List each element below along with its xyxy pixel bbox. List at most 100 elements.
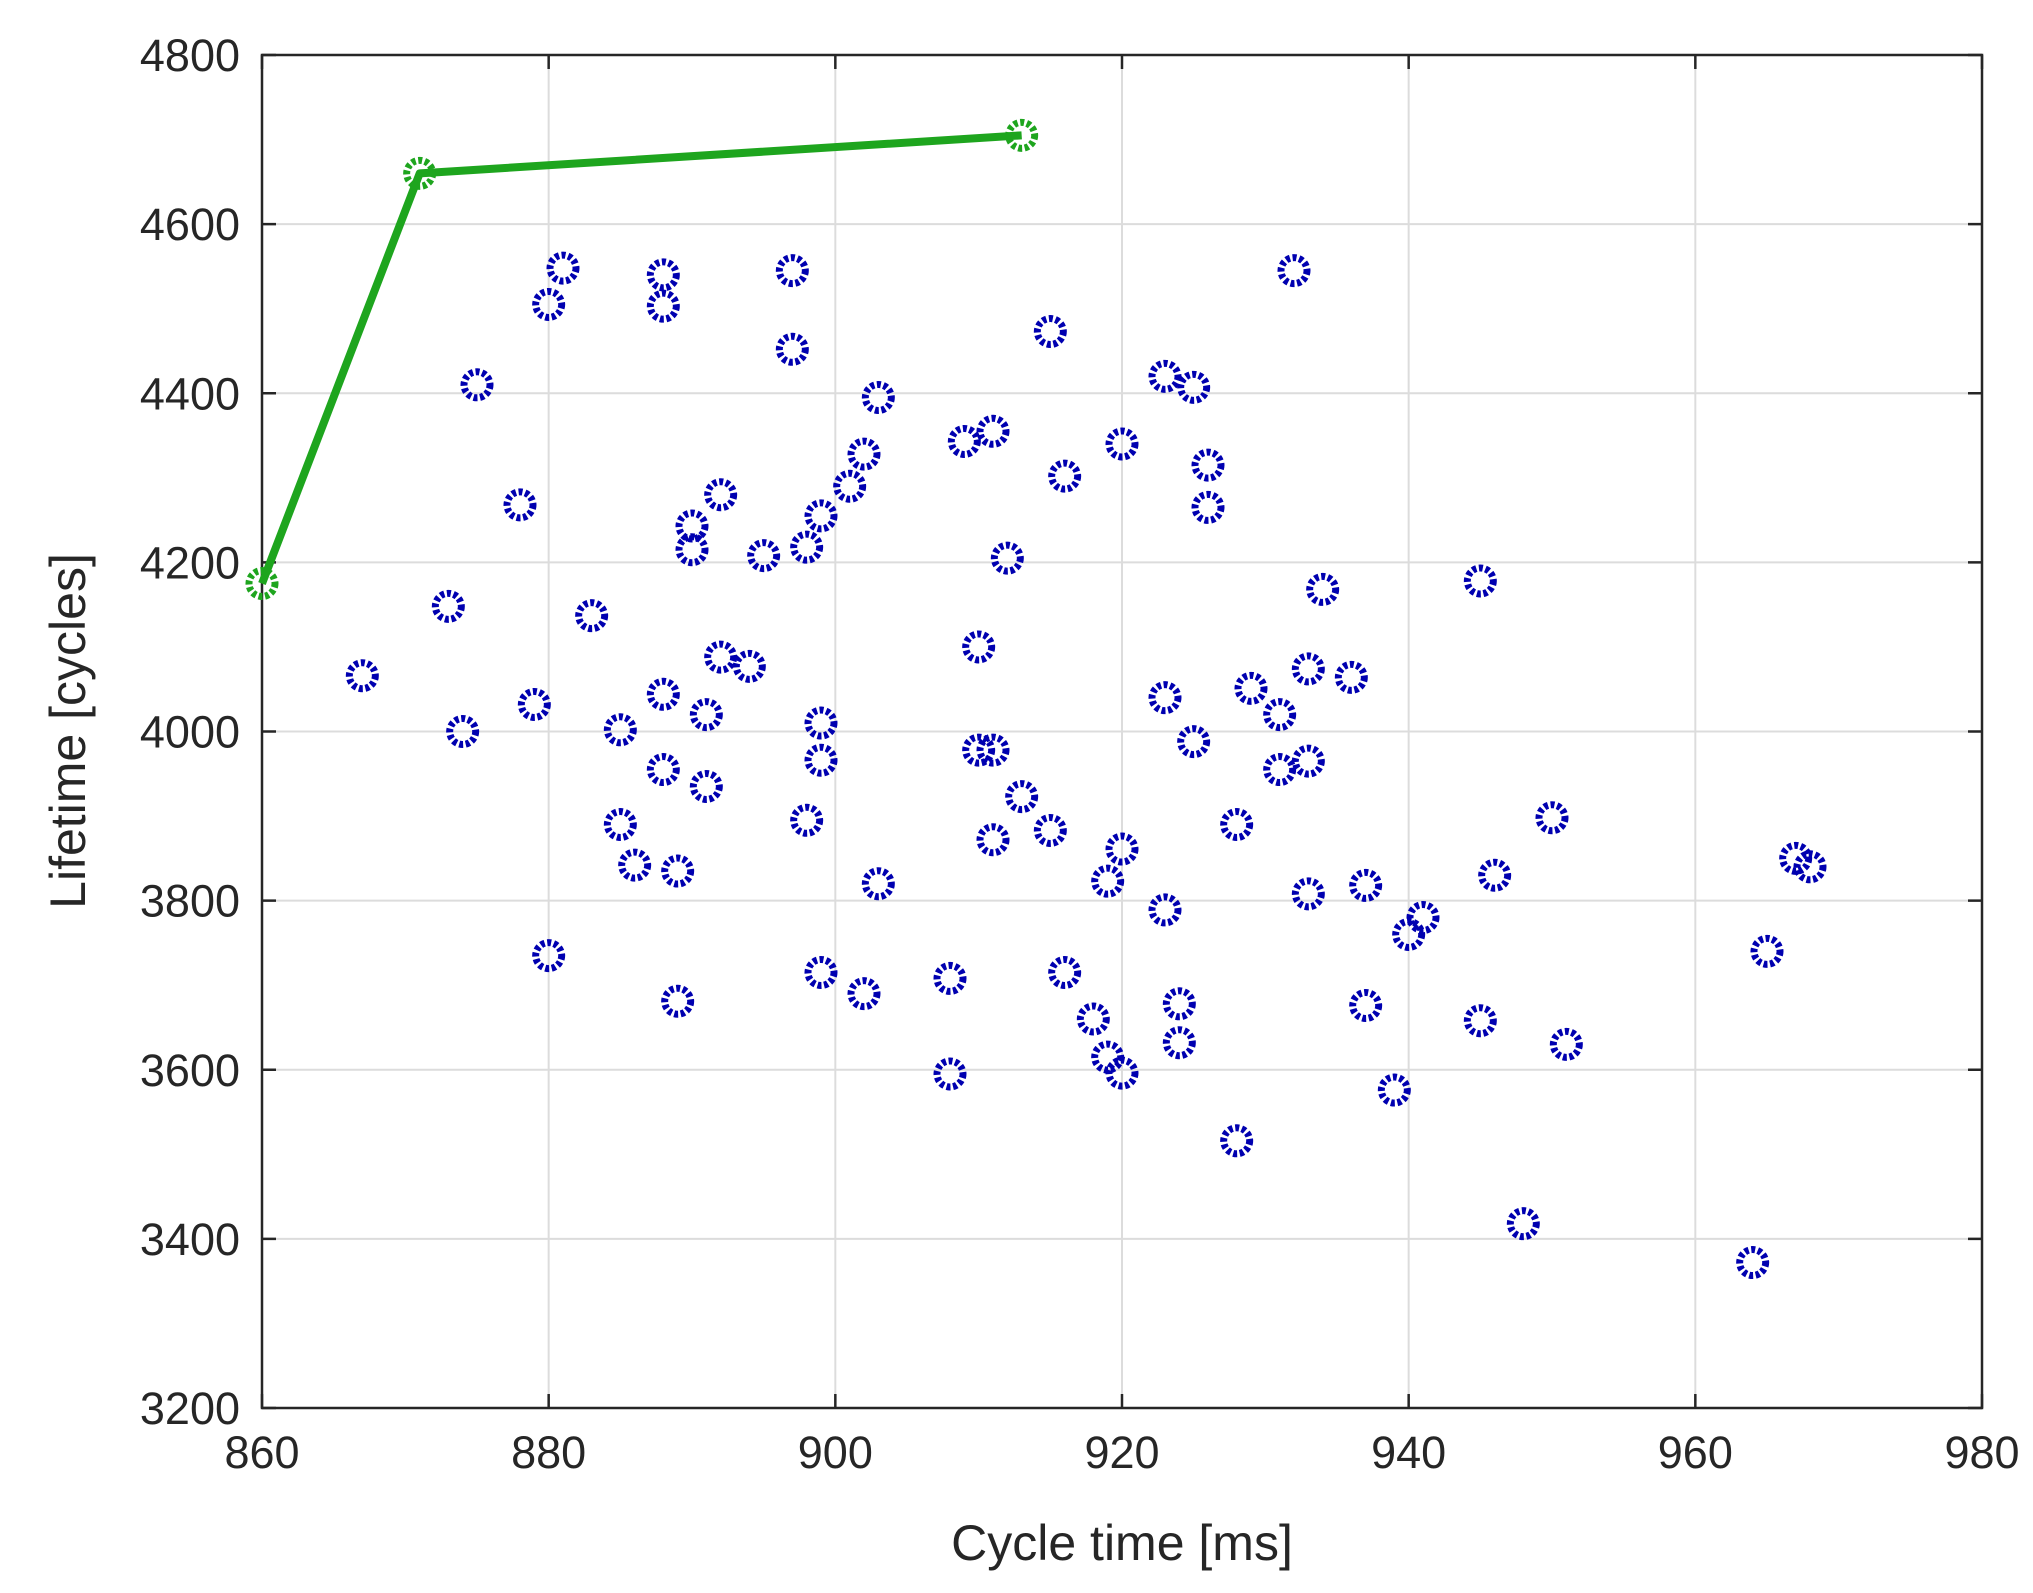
- data-point: [460, 368, 494, 402]
- design-points-series: [345, 251, 1827, 1280]
- data-point: [689, 769, 723, 803]
- data-point: [962, 630, 996, 664]
- data-point: [503, 488, 537, 522]
- data-point: [1177, 370, 1211, 404]
- pareto-front-series: [245, 118, 1039, 601]
- data-point: [345, 659, 379, 693]
- data-point: [1148, 893, 1182, 927]
- pareto-point: [1005, 118, 1039, 152]
- data-point: [804, 499, 838, 533]
- data-point: [661, 984, 695, 1018]
- data-point: [618, 848, 652, 882]
- data-point: [1105, 1056, 1139, 1090]
- data-point: [1033, 315, 1067, 349]
- x-tick-label: 900: [798, 1427, 873, 1478]
- data-point: [1263, 698, 1297, 732]
- data-point: [675, 533, 709, 567]
- data-point: [603, 808, 637, 842]
- data-point: [1234, 671, 1268, 705]
- data-point: [1191, 490, 1225, 524]
- data-point: [775, 254, 809, 288]
- data-point: [861, 867, 895, 901]
- data-point: [1478, 858, 1512, 892]
- data-point: [804, 956, 838, 990]
- data-point: [1291, 744, 1325, 778]
- data-point: [1549, 1027, 1583, 1061]
- data-point: [1291, 877, 1325, 911]
- data-point: [1191, 448, 1225, 482]
- data-point: [790, 530, 824, 564]
- data-point: [1463, 564, 1497, 598]
- data-point: [1334, 660, 1368, 694]
- y-axis-title: Lifetime [cycles]: [40, 553, 96, 909]
- data-point: [1177, 725, 1211, 759]
- data-point: [1392, 917, 1426, 951]
- y-tick-label: 4800: [140, 30, 240, 81]
- data-point: [546, 251, 580, 285]
- data-point: [689, 698, 723, 732]
- data-point: [1148, 359, 1182, 393]
- data-point: [1349, 988, 1383, 1022]
- y-tick-label: 3600: [140, 1045, 240, 1096]
- data-point: [804, 743, 838, 777]
- data-point: [775, 332, 809, 366]
- data-point: [1750, 934, 1784, 968]
- data-point: [1277, 254, 1311, 288]
- data-point: [1291, 652, 1325, 686]
- grid: [262, 55, 1982, 1408]
- data-point: [646, 258, 680, 292]
- y-tick-label: 3200: [140, 1383, 240, 1434]
- ticks: 860 880 900 920 940 960 980 3200 3400 3600 3800 400…: [140, 30, 2020, 1478]
- data-point: [704, 640, 738, 674]
- data-point: [704, 478, 738, 512]
- data-point: [1105, 832, 1139, 866]
- data-point: [804, 706, 838, 740]
- data-point: [532, 939, 566, 973]
- y-tick-label: 3800: [140, 876, 240, 927]
- data-point: [1506, 1207, 1540, 1241]
- data-point: [1349, 868, 1383, 902]
- data-point: [747, 539, 781, 573]
- data-point: [847, 977, 881, 1011]
- data-point: [431, 589, 465, 623]
- data-point: [1793, 850, 1827, 884]
- data-point: [1162, 987, 1196, 1021]
- data-point: [646, 677, 680, 711]
- x-tick-label: 980: [1944, 1427, 2019, 1478]
- data-point: [732, 649, 766, 683]
- x-tick-label: 960: [1658, 1427, 1733, 1478]
- data-point: [1148, 681, 1182, 715]
- pareto-front-line: [258, 131, 1022, 585]
- data-point: [1162, 1026, 1196, 1060]
- data-point: [446, 715, 480, 748]
- data-point: [1463, 1004, 1497, 1038]
- x-axis-title: Cycle time [ms]: [951, 1515, 1293, 1571]
- data-point: [1736, 1246, 1770, 1280]
- y-tick-label: 4400: [140, 368, 240, 419]
- data-point: [646, 289, 680, 323]
- x-tick-label: 940: [1371, 1427, 1446, 1478]
- data-point: [575, 599, 609, 633]
- data-point: [861, 380, 895, 414]
- data-point: [847, 437, 881, 471]
- data-point: [990, 541, 1024, 575]
- x-tick-label: 880: [511, 1427, 586, 1478]
- y-tick-label: 3400: [140, 1214, 240, 1265]
- pareto-point: [245, 567, 279, 601]
- data-point: [1076, 1002, 1110, 1036]
- x-tick-label: 920: [1084, 1427, 1159, 1478]
- data-point: [1005, 780, 1039, 814]
- data-point: [1406, 901, 1440, 935]
- data-point: [1220, 808, 1254, 842]
- data-point: [1220, 1124, 1254, 1158]
- data-point: [790, 803, 824, 837]
- data-point: [603, 713, 637, 747]
- data-point: [1306, 572, 1340, 606]
- data-point: [532, 287, 566, 321]
- data-point: [976, 414, 1010, 448]
- data-point: [833, 469, 867, 503]
- data-point: [947, 424, 981, 458]
- x-tick-label: 860: [224, 1427, 299, 1478]
